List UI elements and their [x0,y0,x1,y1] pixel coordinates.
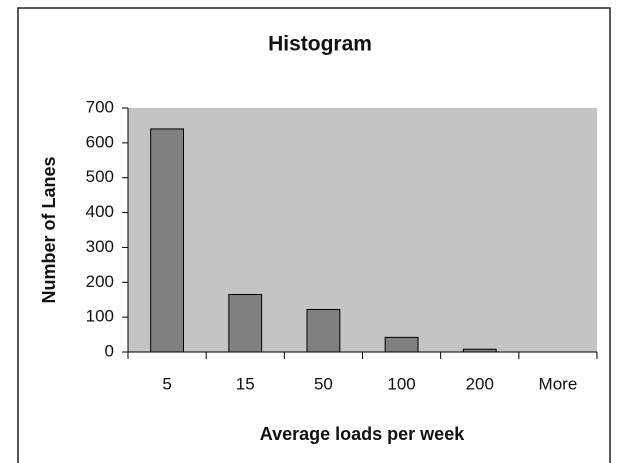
y-tick-label: 100 [86,307,114,326]
plot-area [128,108,597,352]
x-tick-label: More [539,374,578,393]
bar [306,308,341,353]
y-tick-label: 600 [86,132,114,151]
y-tick-label: 200 [86,272,114,291]
y-tick-label: 400 [86,202,114,221]
bar [228,293,263,353]
y-tick-label: 300 [86,237,114,256]
y-tick-label: 500 [86,167,114,186]
x-tick-label: 50 [314,374,333,393]
x-tick-label: 5 [162,374,171,393]
chart-title: Histogram [268,33,372,56]
x-tick-label: 15 [236,374,255,393]
x-axis-title: Average loads per week [260,424,465,444]
x-tick-label: 100 [387,374,415,393]
bar [150,128,184,353]
x-tick-label: 200 [466,374,494,393]
y-tick-label: 700 [86,97,114,116]
bar [384,336,419,353]
y-tick-label: 0 [105,341,114,360]
y-axis-title: Number of Lanes [39,156,59,303]
